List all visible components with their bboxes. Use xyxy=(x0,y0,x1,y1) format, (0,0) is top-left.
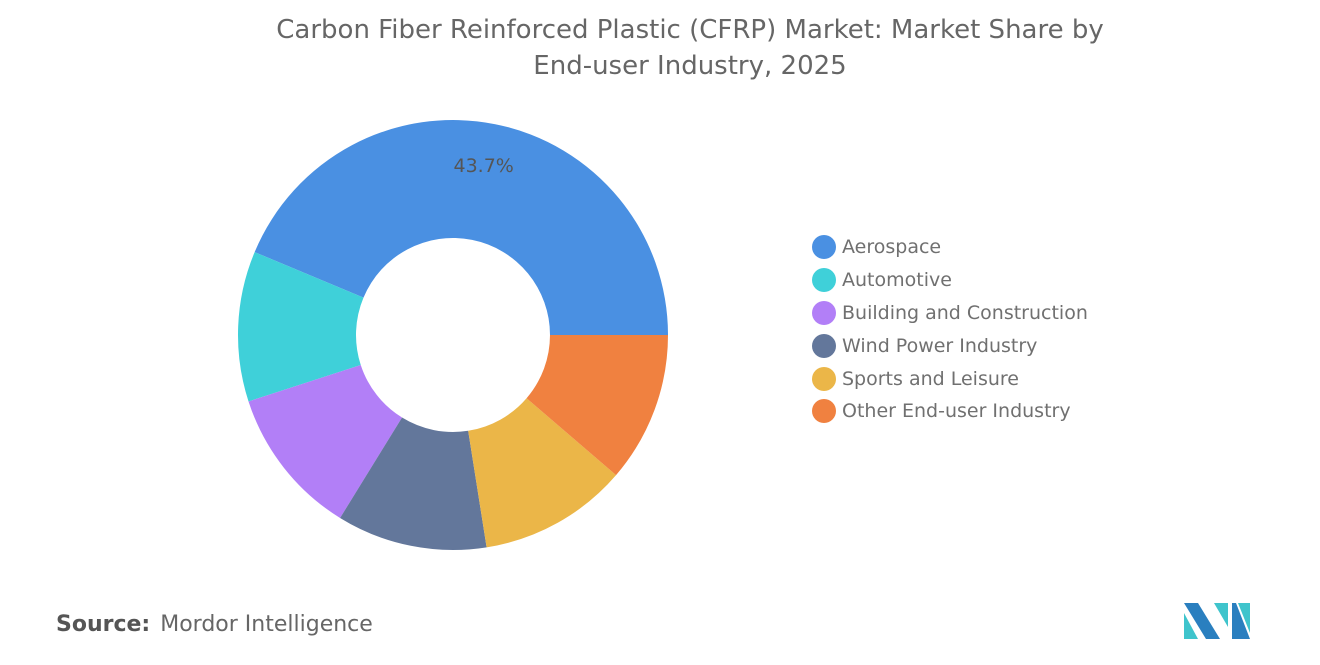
slice-building-and-construction xyxy=(248,364,403,518)
legend: Aerospace Automotive Building and Construc… xyxy=(812,231,1088,428)
legend-swatch xyxy=(812,366,836,391)
legend-swatch xyxy=(812,399,836,424)
source-label: Source: xyxy=(56,612,151,637)
legend-label: Building and Construction xyxy=(842,301,1088,324)
slice-wind-power-industry xyxy=(340,417,487,550)
legend-label: Automotive xyxy=(842,269,952,292)
title-line-1: Carbon Fiber Reinforced Plastic (CFRP) M… xyxy=(276,15,1104,45)
data-label-aerospace: 43.7% xyxy=(453,155,513,177)
legend-item: Wind Power Industry xyxy=(812,329,1088,362)
legend-label: Sports and Leisure xyxy=(842,367,1019,390)
legend-label: Other End-user Industry xyxy=(842,400,1071,423)
source-value: Mordor Intelligence xyxy=(160,612,373,637)
legend-item: Sports and Leisure xyxy=(812,362,1088,395)
legend-label: Aerospace xyxy=(842,236,942,259)
legend-swatch xyxy=(812,268,836,293)
slice-other-end-user-industry xyxy=(526,335,668,476)
legend-label: Wind Power Industry xyxy=(842,334,1038,357)
slice-sports-and-leisure xyxy=(468,398,617,548)
legend-swatch xyxy=(812,300,836,325)
legend-item: Aerospace xyxy=(812,231,1088,264)
slice-automotive xyxy=(238,252,364,402)
legend-item: Automotive xyxy=(812,264,1088,297)
chart-title: Carbon Fiber Reinforced Plastic (CFRP) M… xyxy=(180,12,1200,84)
source: Source: Mordor Intelligence xyxy=(56,612,373,637)
title-line-2: End-user Industry, 2025 xyxy=(533,51,847,81)
legend-item: Other End-user Industry xyxy=(812,395,1088,428)
legend-item: Building and Construction xyxy=(812,297,1088,330)
slice-aerospace xyxy=(254,120,668,336)
mordor-logo xyxy=(1184,603,1250,639)
legend-swatch xyxy=(812,333,836,358)
legend-swatch xyxy=(812,235,836,260)
